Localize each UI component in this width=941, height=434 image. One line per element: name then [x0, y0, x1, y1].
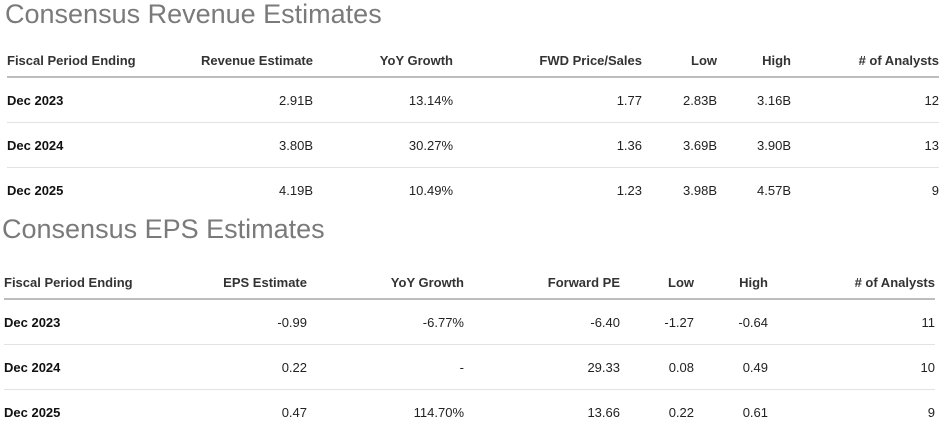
cell-fiscal-period: Dec 2025 [4, 390, 154, 434]
cell-eps-estimate: 0.47 [154, 390, 307, 434]
col-header-high[interactable]: High [694, 266, 768, 299]
col-header-revenue-estimate[interactable]: Revenue Estimate [157, 44, 313, 77]
cell-high: 0.49 [694, 345, 768, 390]
cell-yoy-growth: 30.27% [313, 123, 453, 168]
cell-revenue-estimate: 3.80B [157, 123, 313, 168]
cell-yoy-growth: 10.49% [313, 168, 453, 213]
col-header-analysts[interactable]: # of Analysts [768, 266, 935, 299]
cell-yoy-growth: 13.14% [313, 77, 453, 123]
cell-low: 0.08 [620, 345, 694, 390]
cell-fwd-price-sales: 1.23 [453, 168, 642, 213]
cell-high: 4.57B [717, 168, 791, 213]
cell-fiscal-period: Dec 2023 [4, 299, 154, 345]
revenue-section-title: Consensus Revenue Estimates [5, 1, 382, 28]
cell-low: -1.27 [620, 299, 694, 345]
cell-analysts: 13 [791, 123, 939, 168]
eps-estimates-table: Fiscal Period Ending EPS Estimate YoY Gr… [4, 266, 935, 434]
cell-yoy-growth: - [307, 345, 464, 390]
cell-fiscal-period: Dec 2023 [7, 77, 157, 123]
col-header-forward-pe[interactable]: Forward PE [464, 266, 620, 299]
table-header-row: Fiscal Period Ending Revenue Estimate Yo… [7, 44, 939, 77]
cell-high: -0.64 [694, 299, 768, 345]
col-header-low[interactable]: Low [642, 44, 717, 77]
col-header-eps-estimate[interactable]: EPS Estimate [154, 266, 307, 299]
col-header-fiscal-period[interactable]: Fiscal Period Ending [7, 44, 157, 77]
cell-fwd-price-sales: 1.36 [453, 123, 642, 168]
cell-high: 3.16B [717, 77, 791, 123]
cell-eps-estimate: 0.22 [154, 345, 307, 390]
cell-analysts: 9 [791, 168, 939, 213]
cell-fiscal-period: Dec 2024 [4, 345, 154, 390]
cell-revenue-estimate: 4.19B [157, 168, 313, 213]
table-row: Dec 2025 4.19B 10.49% 1.23 3.98B 4.57B 9 [7, 168, 939, 213]
table-row: Dec 2025 0.47 114.70% 13.66 0.22 0.61 9 [4, 390, 935, 434]
cell-fwd-price-sales: 1.77 [453, 77, 642, 123]
cell-analysts: 10 [768, 345, 935, 390]
cell-forward-pe: 13.66 [464, 390, 620, 434]
col-header-yoy-growth[interactable]: YoY Growth [307, 266, 464, 299]
cell-low: 2.83B [642, 77, 717, 123]
cell-high: 0.61 [694, 390, 768, 434]
cell-low: 3.69B [642, 123, 717, 168]
cell-revenue-estimate: 2.91B [157, 77, 313, 123]
table-row: Dec 2023 2.91B 13.14% 1.77 2.83B 3.16B 1… [7, 77, 939, 123]
table-row: Dec 2024 0.22 - 29.33 0.08 0.49 10 [4, 345, 935, 390]
cell-high: 3.90B [717, 123, 791, 168]
cell-low: 0.22 [620, 390, 694, 434]
table-row: Dec 2024 3.80B 30.27% 1.36 3.69B 3.90B 1… [7, 123, 939, 168]
cell-forward-pe: -6.40 [464, 299, 620, 345]
col-header-yoy-growth[interactable]: YoY Growth [313, 44, 453, 77]
table-row: Dec 2023 -0.99 -6.77% -6.40 -1.27 -0.64 … [4, 299, 935, 345]
col-header-analysts[interactable]: # of Analysts [791, 44, 939, 77]
cell-fiscal-period: Dec 2024 [7, 123, 157, 168]
cell-analysts: 9 [768, 390, 935, 434]
eps-section-title: Consensus EPS Estimates [2, 216, 325, 243]
table-header-row: Fiscal Period Ending EPS Estimate YoY Gr… [4, 266, 935, 299]
cell-eps-estimate: -0.99 [154, 299, 307, 345]
revenue-estimates-table: Fiscal Period Ending Revenue Estimate Yo… [7, 44, 939, 212]
cell-yoy-growth: -6.77% [307, 299, 464, 345]
col-header-low[interactable]: Low [620, 266, 694, 299]
cell-yoy-growth: 114.70% [307, 390, 464, 434]
col-header-high[interactable]: High [717, 44, 791, 77]
cell-low: 3.98B [642, 168, 717, 213]
cell-analysts: 11 [768, 299, 935, 345]
cell-fiscal-period: Dec 2025 [7, 168, 157, 213]
cell-analysts: 12 [791, 77, 939, 123]
col-header-fiscal-period[interactable]: Fiscal Period Ending [4, 266, 154, 299]
col-header-fwd-price-sales[interactable]: FWD Price/Sales [453, 44, 642, 77]
cell-forward-pe: 29.33 [464, 345, 620, 390]
